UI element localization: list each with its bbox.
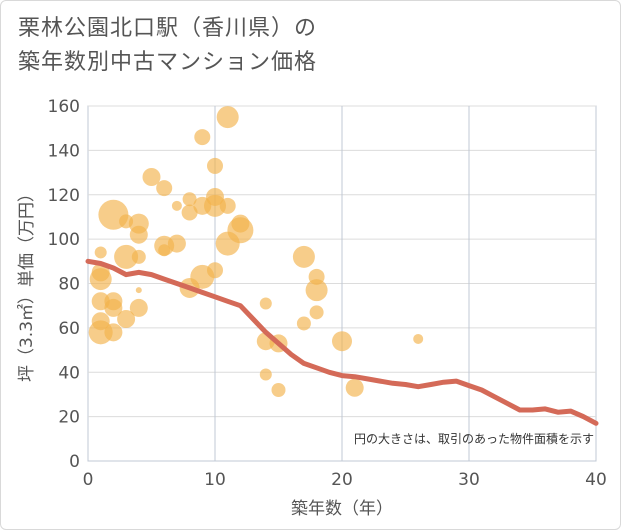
data-bubble: [345, 378, 364, 397]
chart-title: 栗林公園北口駅（香川県）の 築年数別中古マンション価格: [18, 12, 317, 80]
y-tick-label: 100: [48, 230, 80, 250]
data-bubble: [181, 204, 198, 221]
y-tick-label: 20: [58, 408, 80, 428]
data-bubble: [182, 192, 197, 207]
chart-title-line2: 築年数別中古マンション価格: [18, 50, 318, 75]
trend-line: [85, 258, 599, 426]
x-tick-label: 40: [585, 470, 607, 490]
chart-title-line1: 栗林公園北口駅（香川県）の: [18, 16, 318, 41]
y-tick-label: 80: [58, 275, 80, 295]
bubble-layer: [88, 106, 424, 397]
data-bubble: [171, 200, 182, 211]
axes: 0 20 40 60 80 100 120 140 160 0 10 20 30 40: [48, 97, 607, 490]
data-bubble: [94, 246, 107, 259]
grid: [87, 105, 597, 462]
x-tick-label: 0: [83, 470, 94, 490]
size-note: 円の大きさは、取引のあった物件面積を示す: [354, 431, 594, 446]
data-bubble: [207, 157, 223, 174]
data-bubble: [216, 106, 239, 129]
data-bubble: [296, 316, 311, 331]
y-axis-label: 坪（3.3㎡）単価（万円）: [17, 185, 37, 382]
data-bubble: [129, 298, 148, 317]
data-bubble: [292, 245, 315, 268]
data-bubble: [129, 225, 148, 244]
data-bubble: [167, 234, 186, 253]
data-bubble: [91, 263, 110, 282]
data-bubble: [135, 287, 142, 294]
data-bubble: [131, 249, 146, 264]
x-tick-label: 10: [204, 470, 226, 490]
data-bubble: [104, 323, 123, 342]
data-bubble: [332, 331, 352, 352]
y-tick-label: 40: [58, 363, 80, 383]
data-bubble: [305, 279, 328, 302]
data-bubble: [142, 168, 161, 186]
data-bubble: [104, 298, 123, 317]
data-bubble: [156, 180, 173, 197]
data-bubble: [91, 312, 110, 331]
y-tick-label: 160: [48, 97, 80, 117]
trend-layer: [85, 258, 599, 426]
data-bubble: [259, 368, 272, 381]
data-bubble: [227, 217, 254, 244]
data-bubble: [207, 262, 223, 279]
data-bubble: [204, 194, 226, 217]
x-tick-label: 30: [458, 470, 480, 490]
data-bubble: [114, 244, 139, 269]
data-bubble: [413, 333, 424, 344]
data-bubble: [309, 305, 324, 320]
y-tick-label: 60: [58, 319, 80, 339]
data-bubble: [117, 310, 136, 328]
data-bubble: [194, 129, 211, 146]
y-tick-label: 0: [69, 452, 80, 472]
x-axis-label: 築年数（年）: [291, 499, 393, 519]
data-bubble: [271, 383, 286, 397]
y-tick-label: 140: [48, 141, 80, 161]
data-bubble: [259, 297, 272, 310]
x-tick-label: 20: [331, 470, 353, 490]
y-tick-label: 120: [48, 186, 80, 206]
data-bubble: [158, 244, 171, 257]
data-bubble: [219, 197, 236, 214]
